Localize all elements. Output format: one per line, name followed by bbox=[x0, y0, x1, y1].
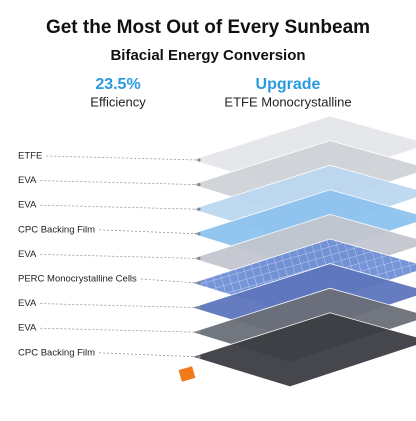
stat-value: Upgrade bbox=[256, 76, 321, 93]
layer-label: EVA bbox=[18, 175, 37, 186]
subtitle: Bifacial Energy Conversion bbox=[110, 47, 305, 64]
leader-line bbox=[40, 204, 199, 210]
leader-dot bbox=[197, 330, 201, 334]
leader-line bbox=[140, 278, 199, 284]
layer-label: PERC Monocrystalline Cells bbox=[18, 274, 137, 285]
layer-label: EVA bbox=[18, 249, 37, 260]
layer-label: EVA bbox=[18, 200, 37, 211]
layer-stack bbox=[178, 115, 416, 388]
layer-panel bbox=[190, 312, 416, 388]
layer-label: EVA bbox=[18, 298, 37, 309]
leader-line bbox=[40, 327, 199, 333]
leader-dot bbox=[197, 158, 201, 162]
leader-line bbox=[99, 229, 199, 235]
stat-value: 23.5% bbox=[95, 76, 140, 93]
leader-dot bbox=[197, 281, 201, 285]
leader-dot bbox=[197, 232, 201, 236]
layer-labels: ETFE EVA EVA CPC Backing Film EVA PERC Monocr… bbox=[18, 151, 201, 359]
layer-label: EVA bbox=[18, 323, 37, 334]
leader-dot bbox=[197, 355, 201, 359]
layer-label: CPC Backing Film bbox=[18, 347, 95, 358]
layer-label: CPC Backing Film bbox=[18, 224, 95, 235]
leader-dot bbox=[197, 183, 201, 187]
leader-line bbox=[46, 155, 199, 161]
leader-line bbox=[99, 352, 199, 358]
corner-tab bbox=[178, 366, 196, 382]
title: Get the Most Out of Every Sunbeam bbox=[46, 17, 370, 38]
stat-label: Efficiency bbox=[90, 94, 146, 109]
leader-line bbox=[40, 180, 199, 185]
leader-dot bbox=[197, 256, 201, 260]
leader-dot bbox=[197, 207, 201, 211]
layer-label: ETFE bbox=[18, 151, 42, 162]
leader-line bbox=[40, 254, 199, 259]
stat-label: ETFE Monocrystalline bbox=[224, 94, 351, 109]
leader-dot bbox=[197, 306, 201, 310]
leader-line bbox=[40, 303, 199, 308]
